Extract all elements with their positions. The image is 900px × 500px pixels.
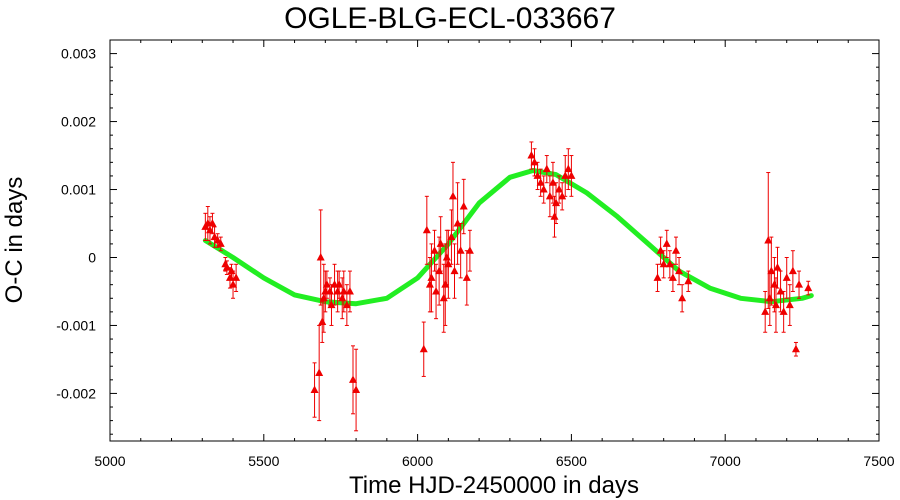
data-point — [527, 151, 536, 159]
data-point — [229, 280, 238, 288]
data-point — [448, 191, 457, 200]
x-axis-label: Time HJD-2450000 in days — [349, 472, 639, 499]
data-point — [776, 286, 785, 295]
data-point — [349, 375, 358, 383]
data-point — [450, 266, 459, 275]
y-tick-label: -0.002 — [56, 385, 96, 401]
data-point — [339, 286, 348, 295]
data-point — [322, 280, 331, 288]
plot-frame — [109, 39, 880, 442]
data-point — [345, 286, 354, 295]
data-point — [533, 171, 542, 179]
data-point — [668, 273, 677, 281]
data-point — [542, 164, 551, 173]
data-point — [782, 273, 791, 281]
data-point — [764, 236, 773, 244]
data-point — [684, 276, 693, 285]
data-point — [222, 263, 231, 271]
y-tick-label: 0 — [88, 249, 96, 265]
data-point — [342, 300, 351, 309]
data-point — [310, 385, 319, 394]
data-point — [548, 178, 557, 186]
data-point — [327, 300, 336, 309]
data-point — [315, 368, 324, 377]
data-point — [539, 185, 548, 193]
data-point — [665, 259, 674, 268]
data-point — [555, 185, 564, 193]
fit-curve — [202, 168, 814, 307]
data-point — [773, 263, 782, 271]
x-tick-label: 6000 — [402, 453, 433, 469]
data-point — [656, 246, 665, 254]
data-point — [675, 266, 684, 275]
y-tick-label: 0.001 — [61, 182, 96, 198]
data-point — [795, 280, 804, 288]
data-point — [432, 286, 441, 295]
data-point — [767, 266, 776, 275]
data-points-layer — [201, 141, 813, 432]
x-tick-label: 7500 — [863, 453, 894, 469]
data-point — [564, 164, 573, 173]
data-point — [435, 266, 444, 275]
data-point — [335, 280, 344, 288]
data-point — [659, 259, 668, 268]
data-point — [779, 307, 788, 315]
data-point — [761, 307, 770, 315]
data-point — [225, 273, 234, 281]
data-point — [232, 273, 241, 281]
x-tick-label: 5000 — [94, 453, 125, 469]
axis-ticks: 5000 5500 6000 6500 7000 7500 -0.002 -0.001 0 0.0… — [56, 40, 895, 469]
data-point — [536, 178, 545, 186]
data-point — [791, 344, 800, 353]
y-tick-label: 0.002 — [61, 114, 96, 130]
data-point — [788, 266, 797, 275]
data-point — [558, 191, 567, 200]
y-tick-label: 0.003 — [61, 46, 96, 62]
x-tick-label: 6500 — [556, 453, 587, 469]
data-point — [785, 300, 794, 309]
x-tick-label: 7000 — [710, 453, 741, 469]
data-point — [441, 280, 450, 288]
y-tick-label: -0.001 — [56, 317, 96, 333]
data-point — [462, 273, 471, 281]
data-point — [671, 246, 680, 254]
data-point — [653, 273, 662, 281]
data-point — [447, 232, 456, 241]
data-point — [208, 219, 217, 227]
data-point — [545, 191, 554, 200]
data-point — [662, 239, 671, 247]
data-point — [422, 225, 431, 234]
data-point — [459, 202, 468, 210]
data-point — [453, 219, 462, 227]
x-tick-label: 5500 — [248, 453, 279, 469]
data-point — [567, 171, 576, 179]
fit-curve-layer — [202, 168, 814, 307]
chart-title: OGLE-BLG-ECL-033667 — [284, 2, 616, 35]
data-point — [465, 246, 474, 254]
data-point — [456, 246, 465, 254]
data-point — [552, 198, 561, 207]
data-point — [352, 385, 361, 394]
data-point — [804, 283, 813, 292]
data-point — [561, 171, 570, 179]
data-point — [316, 252, 325, 261]
data-point — [444, 259, 453, 268]
data-point — [430, 246, 439, 254]
data-point — [678, 293, 687, 302]
data-point — [771, 300, 780, 309]
data-point — [436, 239, 445, 247]
data-point — [427, 273, 436, 281]
data-point — [419, 344, 428, 353]
y-axis-label: O-C in days — [1, 177, 28, 304]
data-point — [530, 157, 539, 166]
data-point — [216, 239, 225, 247]
